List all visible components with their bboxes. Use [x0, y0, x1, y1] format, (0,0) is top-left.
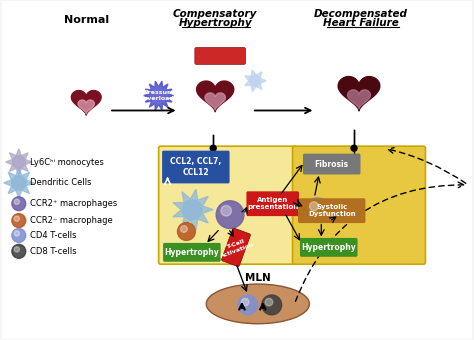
Text: Hypertrophy: Hypertrophy: [301, 243, 356, 252]
Text: T-Cell
Activation: T-Cell Activation: [217, 236, 255, 259]
Circle shape: [210, 145, 216, 151]
Circle shape: [14, 199, 19, 204]
Text: Systolic
Dysfunction: Systolic Dysfunction: [308, 204, 356, 217]
Circle shape: [241, 298, 249, 306]
Circle shape: [12, 176, 26, 190]
Text: Decompensated: Decompensated: [314, 9, 408, 19]
Polygon shape: [6, 149, 32, 175]
Polygon shape: [4, 168, 34, 198]
Circle shape: [12, 244, 26, 258]
Text: Compensatory: Compensatory: [173, 9, 257, 19]
Text: CCL2, CCL7,
CCL12: CCL2, CCL7, CCL12: [170, 157, 221, 177]
Circle shape: [14, 247, 19, 252]
FancyBboxPatch shape: [303, 154, 361, 174]
Circle shape: [249, 75, 260, 86]
Text: Hypertrophy: Hypertrophy: [164, 248, 219, 257]
Text: MLN: MLN: [245, 273, 271, 283]
Text: Heart Failure: Heart Failure: [323, 18, 399, 28]
Circle shape: [12, 197, 26, 211]
FancyBboxPatch shape: [221, 228, 250, 267]
Circle shape: [221, 205, 231, 216]
Circle shape: [351, 145, 357, 151]
Polygon shape: [245, 70, 266, 92]
Circle shape: [310, 202, 319, 211]
FancyBboxPatch shape: [159, 146, 297, 264]
FancyBboxPatch shape: [300, 238, 357, 257]
Circle shape: [177, 223, 195, 240]
Circle shape: [14, 231, 19, 236]
Text: Fibrosis: Fibrosis: [315, 159, 349, 169]
FancyBboxPatch shape: [298, 198, 365, 223]
Circle shape: [305, 198, 329, 222]
Circle shape: [262, 295, 282, 315]
Circle shape: [12, 156, 25, 168]
Circle shape: [12, 228, 26, 242]
Text: Antigen
presentation: Antigen presentation: [247, 197, 298, 210]
Circle shape: [14, 216, 19, 221]
Circle shape: [216, 201, 244, 228]
Text: Ly6Cʰⁱ monocytes: Ly6Cʰⁱ monocytes: [30, 157, 104, 167]
Circle shape: [238, 295, 258, 315]
Circle shape: [181, 226, 187, 232]
Circle shape: [265, 298, 273, 306]
Text: Hypertrophy: Hypertrophy: [178, 18, 252, 28]
Polygon shape: [72, 90, 101, 115]
Polygon shape: [347, 90, 371, 109]
Polygon shape: [338, 76, 380, 111]
Polygon shape: [173, 189, 213, 230]
Circle shape: [182, 200, 202, 220]
Text: Normal: Normal: [64, 15, 109, 25]
FancyBboxPatch shape: [162, 151, 229, 183]
Text: Pressure
overload: Pressure overload: [143, 90, 174, 101]
Text: CCR2⁻ macrophage: CCR2⁻ macrophage: [30, 216, 112, 225]
Polygon shape: [144, 81, 173, 110]
Text: CCR2⁺ macrophages: CCR2⁺ macrophages: [30, 199, 117, 208]
Text: CD8 T-cells: CD8 T-cells: [30, 247, 76, 256]
Text: Dendritic Cells: Dendritic Cells: [30, 178, 91, 187]
FancyBboxPatch shape: [246, 191, 299, 216]
Polygon shape: [78, 100, 94, 114]
FancyBboxPatch shape: [195, 48, 246, 64]
Ellipse shape: [206, 284, 310, 324]
Text: CD4 T-cells: CD4 T-cells: [30, 231, 76, 240]
Circle shape: [12, 214, 26, 227]
FancyBboxPatch shape: [163, 243, 220, 262]
Polygon shape: [205, 93, 226, 110]
FancyBboxPatch shape: [292, 146, 426, 264]
Polygon shape: [197, 81, 234, 112]
